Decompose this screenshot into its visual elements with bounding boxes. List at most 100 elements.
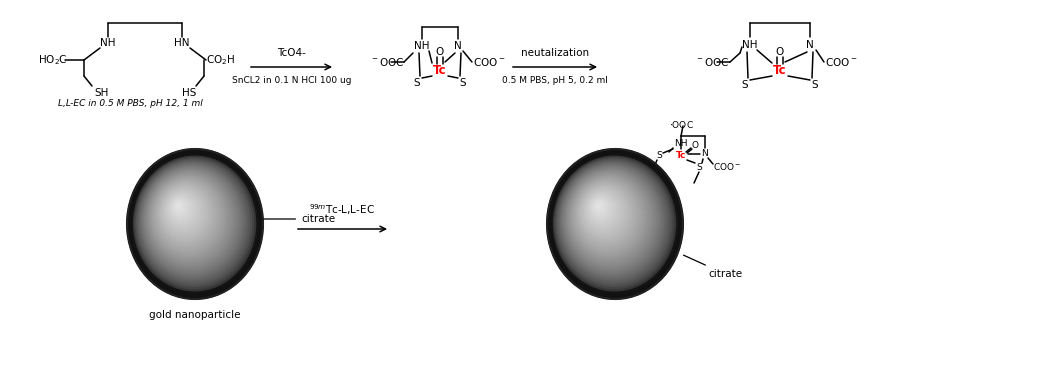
Ellipse shape: [153, 178, 222, 253]
Ellipse shape: [169, 195, 194, 223]
Text: L,L-EC in 0.5 M PBS, pH 12, 1 ml: L,L-EC in 0.5 M PBS, pH 12, 1 ml: [58, 99, 203, 108]
Ellipse shape: [141, 165, 242, 276]
Ellipse shape: [139, 163, 246, 280]
Text: HS: HS: [183, 88, 196, 98]
Ellipse shape: [162, 188, 206, 236]
Ellipse shape: [559, 163, 666, 280]
Ellipse shape: [580, 185, 630, 240]
Ellipse shape: [591, 198, 610, 218]
Ellipse shape: [546, 149, 683, 299]
Ellipse shape: [565, 169, 655, 269]
Ellipse shape: [170, 197, 192, 221]
Ellipse shape: [563, 168, 657, 271]
Text: gold nanoparticle: gold nanoparticle: [149, 310, 241, 320]
Text: S: S: [414, 78, 420, 88]
Ellipse shape: [176, 203, 181, 210]
Ellipse shape: [596, 203, 602, 210]
Ellipse shape: [172, 199, 188, 216]
Text: NH: NH: [100, 38, 116, 48]
Ellipse shape: [134, 156, 255, 291]
Ellipse shape: [567, 170, 654, 267]
Ellipse shape: [150, 174, 228, 260]
Ellipse shape: [577, 183, 634, 245]
Ellipse shape: [554, 156, 675, 291]
Ellipse shape: [572, 176, 644, 256]
Ellipse shape: [584, 190, 621, 231]
Ellipse shape: [159, 185, 210, 240]
Ellipse shape: [133, 155, 257, 293]
Text: neutalization: neutalization: [521, 48, 589, 58]
Text: $\cdot$OOC: $\cdot$OOC: [669, 118, 694, 130]
Text: $^-$OOC: $^-$OOC: [695, 56, 729, 68]
Text: SH: SH: [94, 88, 109, 98]
Text: Tc: Tc: [434, 63, 447, 77]
Ellipse shape: [142, 166, 239, 273]
Ellipse shape: [558, 161, 668, 282]
Text: S: S: [460, 78, 466, 88]
Ellipse shape: [589, 195, 614, 223]
Text: NH: NH: [743, 40, 757, 50]
Ellipse shape: [581, 187, 628, 238]
Ellipse shape: [590, 197, 612, 221]
Ellipse shape: [161, 187, 208, 238]
Ellipse shape: [588, 194, 616, 225]
Ellipse shape: [152, 176, 224, 256]
Ellipse shape: [586, 192, 620, 229]
Text: COO$^-$: COO$^-$: [473, 56, 505, 68]
Text: O: O: [691, 142, 698, 151]
Ellipse shape: [156, 182, 216, 247]
Text: N: N: [702, 149, 708, 159]
Ellipse shape: [570, 174, 648, 260]
Ellipse shape: [167, 193, 198, 227]
Text: Tc: Tc: [773, 63, 787, 77]
Text: CO$_2$H: CO$_2$H: [206, 53, 235, 67]
Text: SnCL2 in 0.1 N HCl 100 ug: SnCL2 in 0.1 N HCl 100 ug: [232, 76, 351, 85]
Ellipse shape: [555, 158, 673, 289]
Ellipse shape: [578, 184, 632, 243]
Ellipse shape: [562, 166, 659, 273]
Ellipse shape: [576, 182, 636, 247]
Text: HO$_2$C: HO$_2$C: [38, 53, 68, 67]
Text: citrate: citrate: [684, 255, 742, 279]
Ellipse shape: [571, 175, 646, 258]
Text: S: S: [811, 80, 819, 90]
Ellipse shape: [569, 173, 650, 262]
Ellipse shape: [174, 202, 184, 212]
Ellipse shape: [574, 179, 639, 251]
Ellipse shape: [154, 179, 219, 251]
Text: O: O: [436, 47, 444, 57]
Ellipse shape: [582, 188, 626, 236]
Ellipse shape: [138, 161, 248, 282]
Text: $^{99m}$Tc-L,L-EC: $^{99m}$Tc-L,L-EC: [309, 202, 375, 217]
Ellipse shape: [164, 189, 204, 234]
Ellipse shape: [597, 204, 600, 207]
Ellipse shape: [177, 204, 180, 207]
Ellipse shape: [560, 164, 664, 277]
Ellipse shape: [149, 173, 230, 262]
Ellipse shape: [145, 169, 235, 269]
Ellipse shape: [135, 158, 253, 289]
Ellipse shape: [168, 194, 196, 225]
Ellipse shape: [557, 160, 670, 284]
Ellipse shape: [592, 199, 608, 216]
Text: NH: NH: [674, 139, 688, 147]
Text: Tc: Tc: [676, 151, 686, 161]
Ellipse shape: [158, 184, 212, 243]
Ellipse shape: [166, 192, 199, 229]
Ellipse shape: [171, 198, 190, 218]
Text: 0.5 M PBS, pH 5, 0.2 ml: 0.5 M PBS, pH 5, 0.2 ml: [502, 76, 608, 85]
Ellipse shape: [146, 170, 234, 267]
Text: COO$^-$: COO$^-$: [825, 56, 858, 68]
Text: S: S: [656, 151, 661, 161]
Text: $^-$OOC: $^-$OOC: [370, 56, 404, 68]
Text: citrate: citrate: [264, 214, 335, 224]
Text: S: S: [696, 163, 702, 173]
Ellipse shape: [155, 180, 217, 249]
Ellipse shape: [140, 164, 244, 277]
Text: TcO4-: TcO4-: [277, 48, 306, 58]
Ellipse shape: [594, 200, 606, 214]
Text: COO$^-$: COO$^-$: [713, 161, 742, 171]
Ellipse shape: [561, 165, 661, 276]
Ellipse shape: [573, 178, 641, 253]
Ellipse shape: [151, 175, 226, 258]
